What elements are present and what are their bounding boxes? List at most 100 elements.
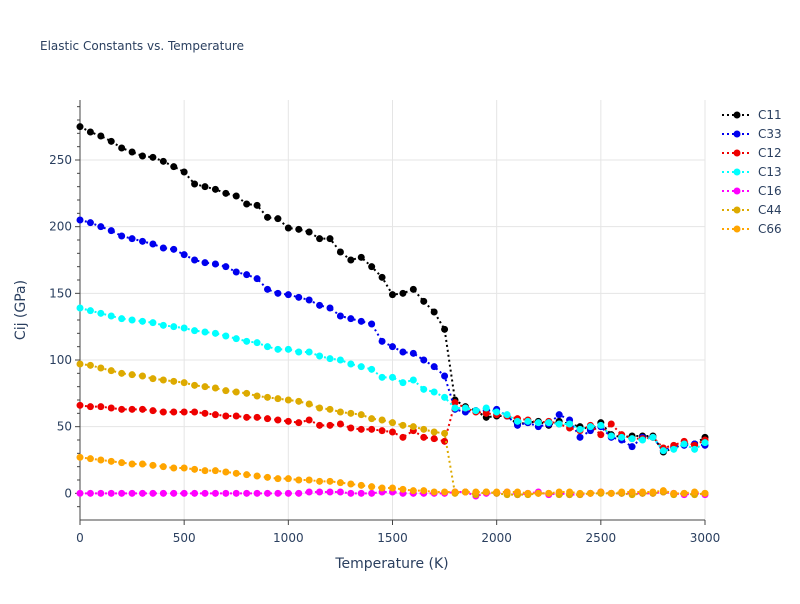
data-point (211, 329, 219, 337)
data-point (97, 223, 105, 231)
data-point (639, 488, 646, 496)
data-point (201, 489, 209, 497)
data-point (357, 489, 365, 497)
data-point (170, 323, 178, 331)
legend-item-c66[interactable]: C66 (722, 222, 782, 236)
data-point (316, 352, 324, 360)
data-point (680, 440, 688, 448)
data-point (128, 460, 136, 468)
data-point (264, 415, 271, 423)
data-point (639, 436, 646, 444)
data-point (191, 381, 199, 389)
data-point (295, 225, 303, 233)
data-point (76, 453, 84, 461)
legend-label: C16 (758, 184, 782, 198)
data-point (420, 297, 428, 305)
data-point (284, 475, 292, 483)
data-point (253, 339, 261, 347)
data-point (253, 275, 261, 283)
data-point (211, 467, 219, 475)
data-point (128, 405, 136, 413)
data-point (253, 472, 261, 480)
legend-marker (733, 149, 741, 157)
data-point (430, 435, 438, 443)
data-point (180, 464, 188, 472)
legend-item-c16[interactable]: C16 (722, 184, 782, 198)
legend-label: C33 (758, 127, 782, 141)
data-point (180, 168, 188, 176)
legend-item-c11[interactable]: C11 (722, 108, 782, 122)
data-point (441, 488, 449, 496)
data-point (222, 263, 230, 271)
data-point (201, 328, 209, 336)
legend-label: C11 (758, 108, 782, 122)
data-point (430, 308, 438, 316)
data-point (368, 320, 376, 328)
data-point (86, 307, 94, 315)
data-point (170, 408, 178, 416)
data-point (576, 425, 584, 433)
data-point (76, 360, 84, 368)
data-point (274, 489, 282, 497)
data-point (128, 148, 136, 156)
data-point (399, 289, 407, 297)
legend-item-c13[interactable]: C13 (722, 165, 782, 179)
data-point (118, 459, 126, 467)
data-point (264, 343, 271, 351)
data-point (128, 316, 136, 324)
data-point (222, 412, 230, 420)
data-point (545, 419, 553, 427)
data-point (316, 301, 324, 309)
data-point (211, 384, 219, 392)
data-point (76, 489, 84, 497)
data-point (409, 349, 417, 357)
data-point (295, 397, 303, 405)
data-point (264, 489, 271, 497)
data-point (232, 335, 240, 343)
data-point (222, 468, 230, 476)
data-point (128, 371, 136, 379)
series-layer (76, 123, 709, 500)
legend-item-c33[interactable]: C33 (722, 127, 782, 141)
x-tick-label: 1000 (273, 531, 304, 545)
data-point (107, 227, 115, 235)
legend-item-c12[interactable]: C12 (722, 146, 782, 160)
data-point (139, 372, 146, 380)
data-point (201, 183, 209, 191)
x-axis-label: Temperature (K) (334, 556, 448, 572)
data-point (566, 488, 574, 496)
data-point (357, 253, 365, 261)
legend-label: C12 (758, 146, 782, 160)
data-point (118, 369, 126, 377)
data-point (628, 443, 636, 451)
data-point (180, 489, 188, 497)
data-point (86, 128, 94, 136)
y-tick-label: 150 (49, 286, 72, 300)
series-c66 (76, 453, 709, 497)
data-point (555, 420, 563, 428)
data-point (378, 484, 386, 492)
data-point (107, 457, 115, 465)
legend-item-c44[interactable]: C44 (722, 203, 782, 217)
data-point (274, 416, 282, 424)
data-point (326, 488, 334, 496)
data-point (232, 268, 240, 276)
data-point (597, 431, 605, 439)
data-point (503, 488, 511, 496)
data-point (555, 488, 563, 496)
data-point (139, 460, 146, 468)
data-point (389, 291, 396, 299)
data-point (118, 315, 126, 323)
x-tick-label: 2500 (586, 531, 617, 545)
data-point (357, 317, 365, 325)
data-point (149, 153, 157, 161)
data-point (284, 489, 292, 497)
data-point (347, 256, 355, 264)
data-point (264, 473, 271, 481)
data-point (409, 423, 417, 431)
data-point (389, 428, 396, 436)
legend[interactable]: C11 C33 C12 C13 C16 C44 C66 (722, 108, 782, 236)
data-point (461, 404, 469, 412)
data-point (149, 375, 157, 383)
